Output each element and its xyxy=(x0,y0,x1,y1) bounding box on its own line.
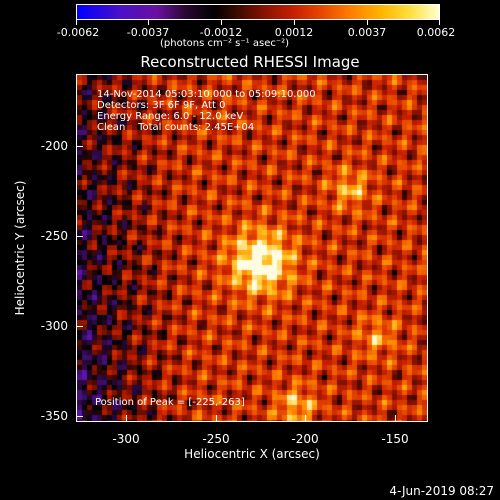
colorbar-units: (photons cm⁻² s⁻¹ asec⁻²) xyxy=(160,38,290,49)
colorbar-label: 0.0012 xyxy=(274,26,314,39)
y-axis-tick xyxy=(77,236,83,237)
x-axis-tick xyxy=(216,415,217,421)
y-tick-label: -200 xyxy=(40,139,68,153)
y-tick-label: -250 xyxy=(40,229,68,243)
clean-counts-annotation: Clean Total counts: 2.45E+04 xyxy=(97,122,255,133)
colorbar-tick xyxy=(439,20,440,25)
y-axis-tick xyxy=(77,416,83,417)
x-tick-label: -250 xyxy=(202,432,230,446)
time-range-annotation: 14-Nov-2014 05:03:10.000 to 05:09:10.000 xyxy=(97,89,316,100)
x-axis-tick xyxy=(126,415,127,421)
colorbar xyxy=(76,4,440,20)
x-tick-label: -200 xyxy=(291,432,319,446)
energy-range-annotation: Energy Range: 6.0 - 12.0 keV xyxy=(97,111,244,122)
y-tick-label: -350 xyxy=(40,409,68,423)
colorbar-label: 0.0062 xyxy=(416,26,456,39)
y-axis-tick xyxy=(77,326,83,327)
colorbar-tick xyxy=(76,20,77,25)
colorbar-tick xyxy=(148,20,149,25)
image-title: Reconstructed RHESSI Image xyxy=(140,53,360,71)
colorbar-tick xyxy=(367,20,368,25)
colorbar-label: -0.0062 xyxy=(56,26,100,39)
x-axis-tick xyxy=(395,415,396,421)
colorbar-tick xyxy=(294,20,295,25)
colorbar-tick xyxy=(221,20,222,25)
y-tick-label: -300 xyxy=(40,319,68,333)
x-tick-label: -300 xyxy=(112,432,140,446)
peak-position-annotation: Position of Peak = [-225,-263] xyxy=(95,397,245,408)
y-axis-tick xyxy=(77,146,83,147)
colorbar-label: -0.0037 xyxy=(126,26,170,39)
x-axis-title: Heliocentric X (arcsec) xyxy=(184,447,320,461)
x-tick-label: -150 xyxy=(381,432,409,446)
generation-date: 4-Jun-2019 08:27 xyxy=(389,484,494,498)
heatmap-image xyxy=(77,75,427,421)
x-axis-tick xyxy=(305,415,306,421)
image-plot-area: 14-Nov-2014 05:03:10.000 to 05:09:10.000… xyxy=(76,74,428,422)
detectors-annotation: Detectors: 3F 6F 9F, Att 0 xyxy=(97,100,226,111)
y-axis-title: Heliocentric Y (arcsec) xyxy=(13,180,27,316)
colorbar-label: -0.0012 xyxy=(199,26,243,39)
colorbar-label: 0.0037 xyxy=(347,26,387,39)
